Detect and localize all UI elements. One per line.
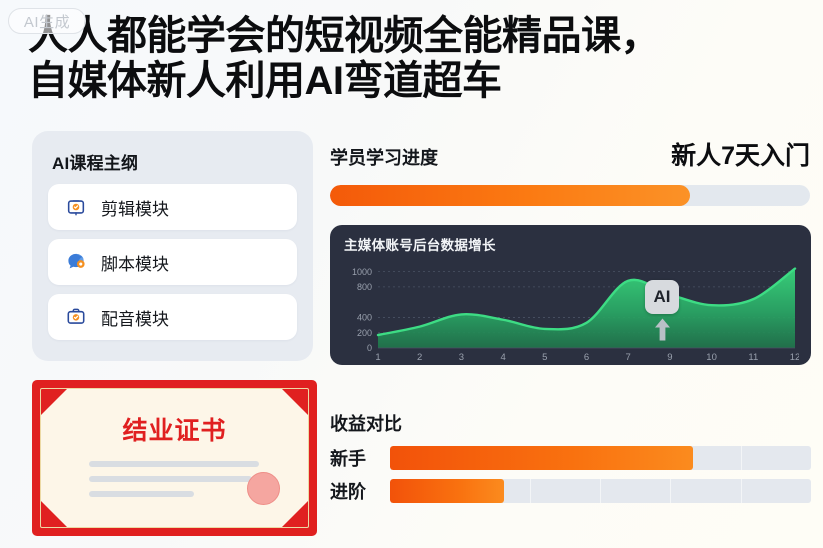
certificate-line [89, 476, 253, 482]
certificate-corner-bottom-right [282, 501, 308, 527]
certificate-corner-bottom-left [41, 501, 67, 527]
learning-progress-header: 学员学习进度 新人7天入门 [330, 136, 810, 172]
headline-line-2: 自媒体新人利用AI弯道超车 [28, 59, 502, 103]
certificate-corner-top-left [41, 389, 67, 415]
ai-annotation-badge: AI [645, 280, 679, 314]
briefcase-check-icon [65, 196, 87, 218]
learning-progress-section: 学员学习进度 新人7天入门 [330, 136, 810, 206]
svg-text:200: 200 [357, 328, 372, 338]
revenue-row-track [390, 479, 811, 503]
revenue-comparison-title: 收益对比 [330, 414, 402, 434]
seven-day-badge: 新人7天入门 [671, 142, 810, 170]
revenue-row-advanced: 进阶 [330, 478, 811, 504]
certificate-seal [247, 472, 280, 505]
svg-text:800: 800 [357, 282, 372, 292]
revenue-row-label: 进阶 [330, 482, 366, 502]
chat-bubble-dot-icon [65, 251, 87, 273]
learning-progress-track [330, 185, 810, 206]
learning-progress-fill [330, 185, 690, 206]
svg-text:1000: 1000 [352, 267, 372, 277]
certificate-paper: 结业证书 [40, 388, 309, 528]
certificate-line [89, 491, 195, 497]
completion-certificate: 结业证书 [32, 380, 317, 536]
module-label: 配音模块 [101, 309, 169, 329]
learning-progress-label: 学员学习进度 [330, 148, 438, 168]
revenue-row-beginner: 新手 [330, 445, 811, 471]
course-outline-panel: AI课程主纲 剪辑模块 [32, 131, 313, 361]
svg-text:4: 4 [500, 352, 505, 363]
svg-text:11: 11 [748, 352, 758, 363]
certificate-line [89, 461, 259, 467]
certificate-corner-top-right [282, 389, 308, 415]
module-label: 剪辑模块 [101, 199, 169, 219]
revenue-row-fill [390, 479, 504, 503]
svg-text:3: 3 [459, 352, 464, 363]
course-outline-title: AI课程主纲 [52, 154, 139, 173]
growth-chart-title: 主媒体账号后台数据增长 [344, 238, 496, 253]
module-card-voiceover[interactable]: 配音模块 [48, 294, 297, 340]
revenue-row-track [390, 446, 811, 470]
revenue-comparison-section: 收益对比 新手 进阶 [330, 410, 811, 504]
svg-text:7: 7 [626, 352, 631, 363]
certificate-title: 结业证书 [122, 417, 227, 445]
svg-text:1: 1 [375, 352, 380, 363]
module-card-editing[interactable]: 剪辑模块 [48, 184, 297, 230]
svg-text:0: 0 [367, 343, 372, 353]
page-title: 人人都能学会的短视频全能精品课， 自媒体新人利用AI弯道超车 [28, 14, 661, 104]
revenue-row-fill [390, 446, 694, 470]
module-card-script[interactable]: 脚本模块 [48, 239, 297, 285]
revenue-row-label: 新手 [330, 449, 366, 469]
growth-chart-card: 主媒体账号后台数据增长 1000 800 400 200 0 1 2 3 4 5 6 7 9 10 11 12… [330, 225, 811, 365]
headline-line-1: 人人都能学会的短视频全能精品课， [28, 14, 661, 58]
arrow-up-icon [654, 318, 671, 346]
svg-text:9: 9 [667, 352, 672, 363]
module-label: 脚本模块 [101, 254, 169, 274]
svg-text:400: 400 [357, 313, 372, 323]
svg-text:10: 10 [706, 352, 717, 363]
growth-chart-body: 1000 800 400 200 0 1 2 3 4 5 6 7 9 10 11 12 AI [342, 256, 799, 365]
briefcase-check-icon [65, 306, 87, 328]
certificate-placeholder-lines [89, 461, 259, 506]
svg-text:2: 2 [417, 352, 422, 363]
svg-text:6: 6 [584, 352, 589, 363]
svg-text:5: 5 [542, 352, 547, 363]
svg-text:12: 12 [790, 352, 799, 363]
